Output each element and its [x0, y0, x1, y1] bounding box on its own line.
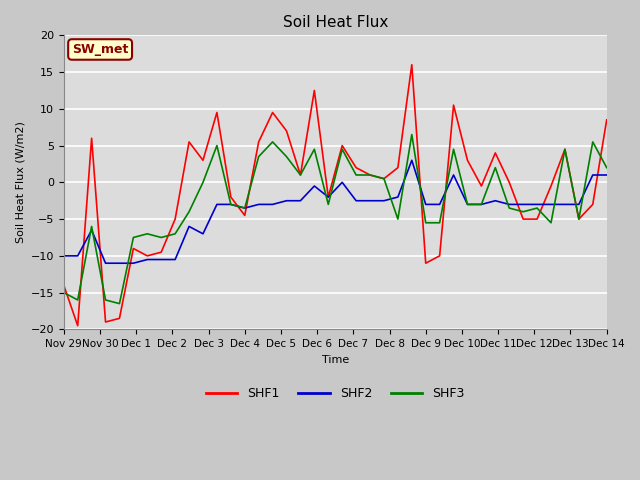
Title: Soil Heat Flux: Soil Heat Flux — [282, 15, 388, 30]
Text: SW_met: SW_met — [72, 43, 128, 56]
Y-axis label: Soil Heat Flux (W/m2): Soil Heat Flux (W/m2) — [15, 121, 25, 243]
Legend: SHF1, SHF2, SHF3: SHF1, SHF2, SHF3 — [201, 383, 469, 406]
X-axis label: Time: Time — [322, 355, 349, 365]
